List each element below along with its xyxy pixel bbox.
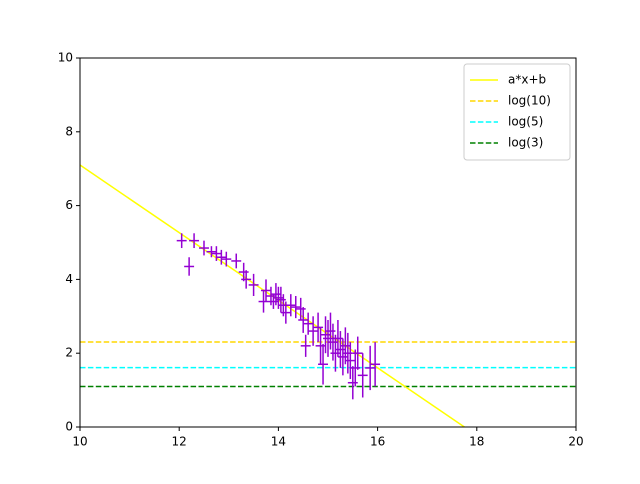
y-tick-label: 2: [65, 346, 73, 360]
y-tick-label: 8: [65, 124, 73, 138]
x-tick-label: 14: [271, 435, 286, 449]
x-tick-label: 20: [568, 435, 583, 449]
x-tick-label: 10: [72, 435, 87, 449]
legend-box: [463, 63, 571, 161]
plot-frame: [79, 57, 577, 428]
y-tick-label: 0: [65, 420, 73, 434]
legend-label: a*x+b: [508, 73, 546, 87]
legend-label: log(10): [508, 94, 551, 108]
y-tick-label: 6: [65, 198, 73, 212]
legend-label: log(5): [508, 115, 543, 129]
x-tick-label: 12: [172, 435, 187, 449]
x-tick-label: 16: [370, 435, 385, 449]
y-tick-label: 4: [65, 272, 73, 286]
legend: a*x+b log(10) log(5) log(3): [463, 63, 571, 161]
y-tick-label: 10: [58, 51, 73, 65]
x-tick-label: 18: [469, 435, 484, 449]
legend-label: log(3): [508, 136, 543, 150]
